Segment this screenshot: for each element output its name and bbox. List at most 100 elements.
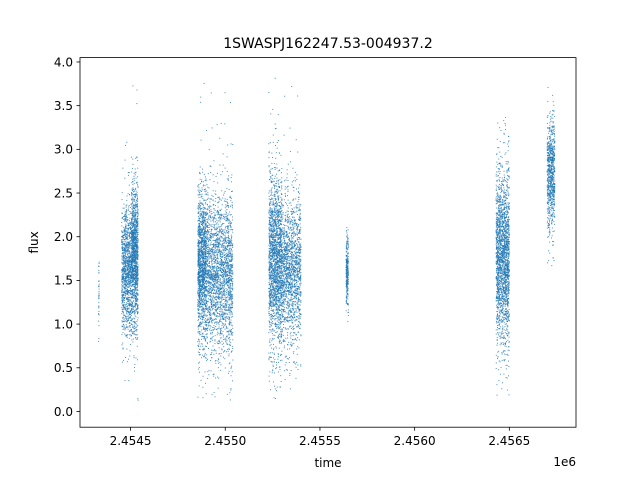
data-point	[226, 209, 228, 211]
data-point	[129, 324, 131, 326]
data-point	[131, 189, 133, 191]
data-point	[226, 264, 228, 266]
data-point	[199, 280, 201, 282]
data-point	[201, 308, 203, 310]
data-point	[207, 288, 209, 290]
data-point	[211, 253, 213, 255]
data-point	[129, 314, 131, 316]
data-point	[134, 273, 136, 275]
data-point	[200, 269, 202, 271]
data-point	[131, 318, 133, 320]
data-point	[126, 325, 128, 327]
data-point	[202, 318, 204, 320]
data-point	[126, 273, 128, 275]
data-point	[128, 260, 130, 262]
data-point	[202, 205, 204, 207]
data-point	[123, 314, 125, 316]
data-point	[198, 268, 200, 270]
data-point	[204, 275, 206, 277]
data-point	[122, 283, 124, 285]
data-point	[227, 243, 229, 245]
data-point	[208, 251, 210, 253]
data-point	[135, 334, 137, 336]
data-point	[134, 234, 136, 236]
data-point	[137, 337, 139, 339]
data-point	[124, 268, 126, 270]
data-point	[130, 303, 132, 305]
data-point	[132, 248, 134, 250]
data-point	[134, 252, 136, 254]
data-point	[136, 191, 138, 193]
data-point	[136, 236, 138, 238]
data-point	[121, 300, 123, 302]
data-point	[123, 228, 125, 230]
data-point	[226, 278, 228, 280]
data-point	[137, 247, 139, 249]
data-point	[202, 287, 204, 289]
data-point	[134, 268, 136, 270]
data-point	[198, 292, 200, 294]
data-point	[137, 228, 139, 230]
data-point	[123, 298, 125, 300]
data-point	[225, 263, 227, 265]
data-point	[205, 329, 207, 331]
data-point	[221, 245, 223, 247]
data-point	[220, 284, 222, 286]
data-point	[135, 242, 137, 244]
data-point	[132, 259, 134, 261]
data-point	[123, 233, 125, 235]
data-point	[205, 178, 207, 180]
data-point	[124, 280, 126, 282]
data-point	[203, 321, 205, 323]
data-point	[126, 361, 128, 363]
data-point	[201, 219, 203, 221]
data-point	[135, 300, 137, 302]
data-point	[200, 274, 202, 276]
data-point	[201, 267, 203, 269]
data-point	[201, 240, 203, 242]
data-point	[197, 212, 199, 214]
data-point	[131, 297, 133, 299]
data-point	[199, 242, 201, 244]
data-point	[198, 332, 200, 334]
data-point	[205, 276, 207, 278]
data-point	[131, 227, 133, 229]
data-point	[203, 253, 205, 255]
data-point	[198, 209, 200, 211]
data-point	[131, 262, 133, 264]
data-point	[121, 217, 123, 219]
data-point	[127, 249, 129, 251]
data-point	[132, 201, 134, 203]
data-point	[197, 305, 199, 307]
data-point	[204, 223, 206, 225]
data-point	[214, 290, 216, 292]
data-point	[132, 284, 134, 286]
data-point	[129, 252, 131, 254]
data-point	[121, 284, 123, 286]
data-point	[232, 231, 234, 233]
data-point	[131, 199, 133, 201]
data-point	[204, 272, 206, 274]
data-point	[205, 266, 207, 268]
data-point	[131, 254, 133, 256]
data-point	[125, 320, 127, 322]
data-point	[227, 144, 229, 146]
data-point	[197, 291, 199, 293]
data-point	[136, 229, 138, 231]
data-point	[133, 300, 135, 302]
data-point	[205, 214, 207, 216]
data-point	[202, 240, 204, 242]
data-point	[218, 307, 220, 309]
data-point	[129, 290, 131, 292]
data-point	[201, 254, 203, 256]
data-point	[127, 308, 129, 310]
data-point	[205, 280, 207, 282]
data-point	[132, 223, 134, 225]
data-point	[225, 259, 227, 261]
data-point	[199, 218, 201, 220]
data-point	[198, 229, 200, 231]
data-point	[228, 272, 230, 274]
data-point	[199, 260, 201, 262]
data-point	[209, 266, 211, 268]
